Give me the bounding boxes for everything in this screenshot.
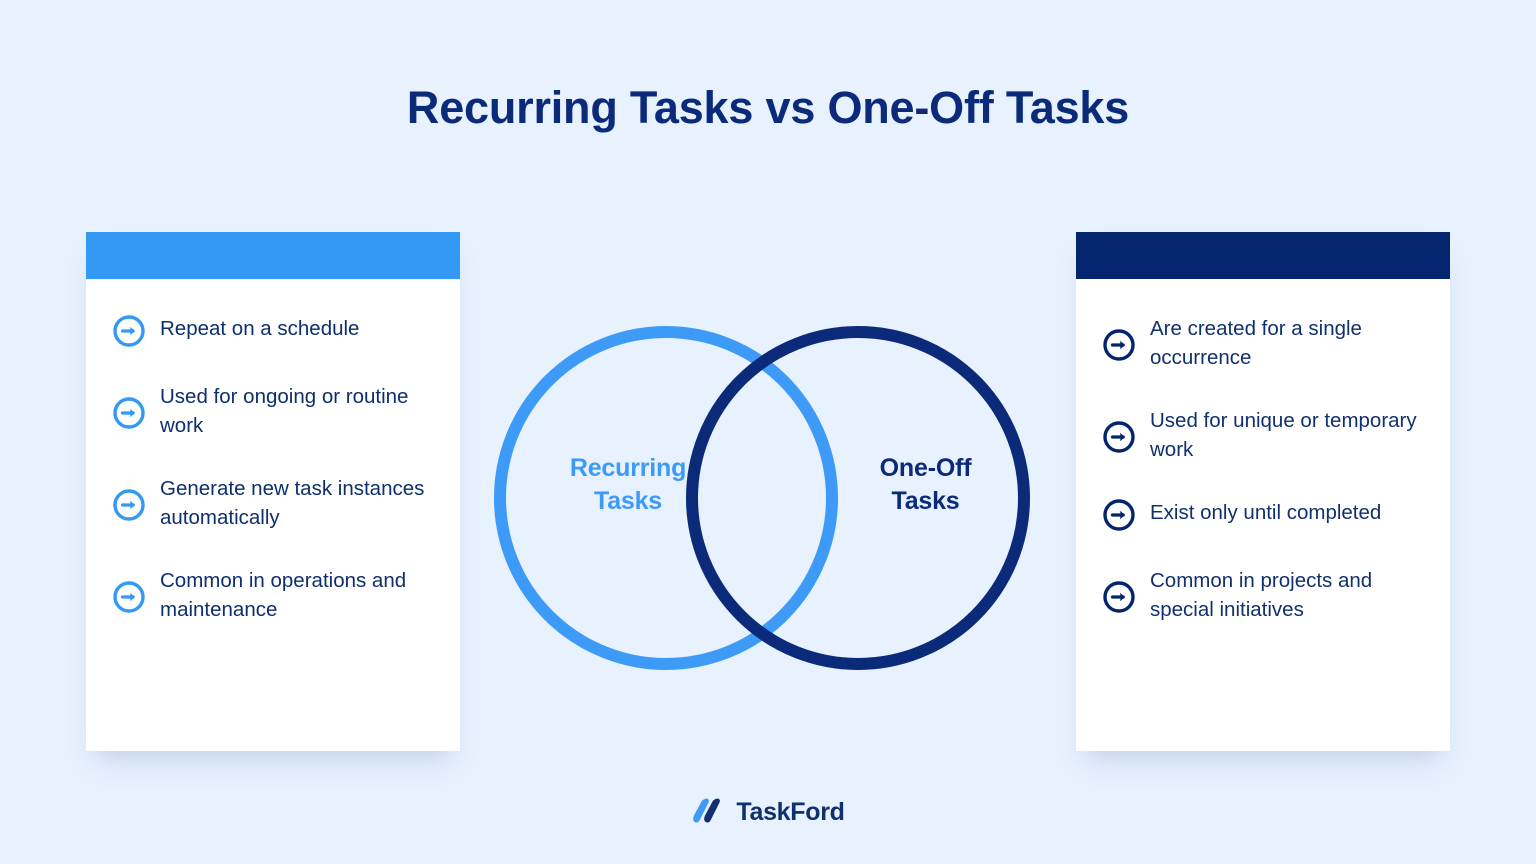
list-item-label: Are created for a single occurrence (1150, 317, 1362, 369)
recurring-feature-list: Repeat on a schedule Used for ongoing or… (112, 313, 434, 624)
card-header-bar-one-off (1076, 232, 1450, 279)
list-item-label: Exist only until completed (1150, 501, 1382, 524)
venn-label-recurring-line2: Tasks (593, 487, 663, 515)
arrow-right-circle-icon (113, 315, 145, 347)
arrow-right-circle-icon (1103, 329, 1135, 361)
venn-diagram: Recurring Tasks One-Off Tasks (488, 322, 1048, 678)
venn-label-recurring-line1: Recurring (569, 454, 687, 482)
list-item: Generate new task instances automaticall… (112, 473, 434, 532)
list-item: Common in operations and maintenance (112, 565, 434, 624)
card-header-bar-recurring (86, 232, 460, 279)
arrow-right-circle-icon (113, 489, 145, 521)
page-title: Recurring Tasks vs One-Off Tasks (406, 82, 1130, 133)
list-item: Exist only until completed (1102, 497, 1424, 532)
recurring-tasks-card: Repeat on a schedule Used for ongoing or… (86, 232, 460, 751)
list-item-label: Repeat on a schedule (160, 317, 360, 340)
brand-name: TaskFord (736, 797, 845, 826)
one-off-tasks-card: Are created for a single occurrence Used… (1076, 232, 1450, 751)
venn-label-recurring: Recurring Tasks (523, 452, 733, 518)
list-item-label: Common in operations and maintenance (160, 569, 407, 621)
list-item: Common in projects and special initiativ… (1102, 565, 1424, 624)
venn-label-one-off: One-Off Tasks (828, 452, 1023, 518)
list-item: Repeat on a schedule (112, 313, 434, 348)
list-item-label: Used for ongoing or routine work (160, 385, 409, 437)
card-body-one-off: Are created for a single occurrence Used… (1076, 279, 1450, 751)
card-body-recurring: Repeat on a schedule Used for ongoing or… (86, 279, 460, 751)
list-item: Used for ongoing or routine work (112, 381, 434, 440)
list-item-label: Used for unique or temporary work (1150, 409, 1417, 461)
venn-circles (494, 326, 1030, 670)
venn-label-one-off-line1: One-Off (879, 454, 972, 482)
arrow-right-circle-icon (113, 581, 145, 613)
venn-circle-one-off (686, 326, 1030, 670)
arrow-right-circle-icon (1103, 499, 1135, 531)
taskford-logo-mark (693, 798, 721, 823)
venn-circle-recurring (494, 326, 838, 670)
list-item: Are created for a single occurrence (1102, 313, 1424, 372)
list-item: Used for unique or temporary work (1102, 405, 1424, 464)
one-off-feature-list: Are created for a single occurrence Used… (1102, 313, 1424, 624)
arrow-right-circle-icon (1103, 421, 1135, 453)
footer-branding: TaskFord (0, 796, 1536, 828)
list-item-label: Generate new task instances automaticall… (160, 477, 425, 529)
arrow-right-circle-icon (1103, 581, 1135, 613)
arrow-right-circle-icon (113, 397, 145, 429)
list-item-label: Common in projects and special initiativ… (1150, 569, 1373, 621)
venn-label-one-off-line2: Tasks (891, 487, 960, 515)
